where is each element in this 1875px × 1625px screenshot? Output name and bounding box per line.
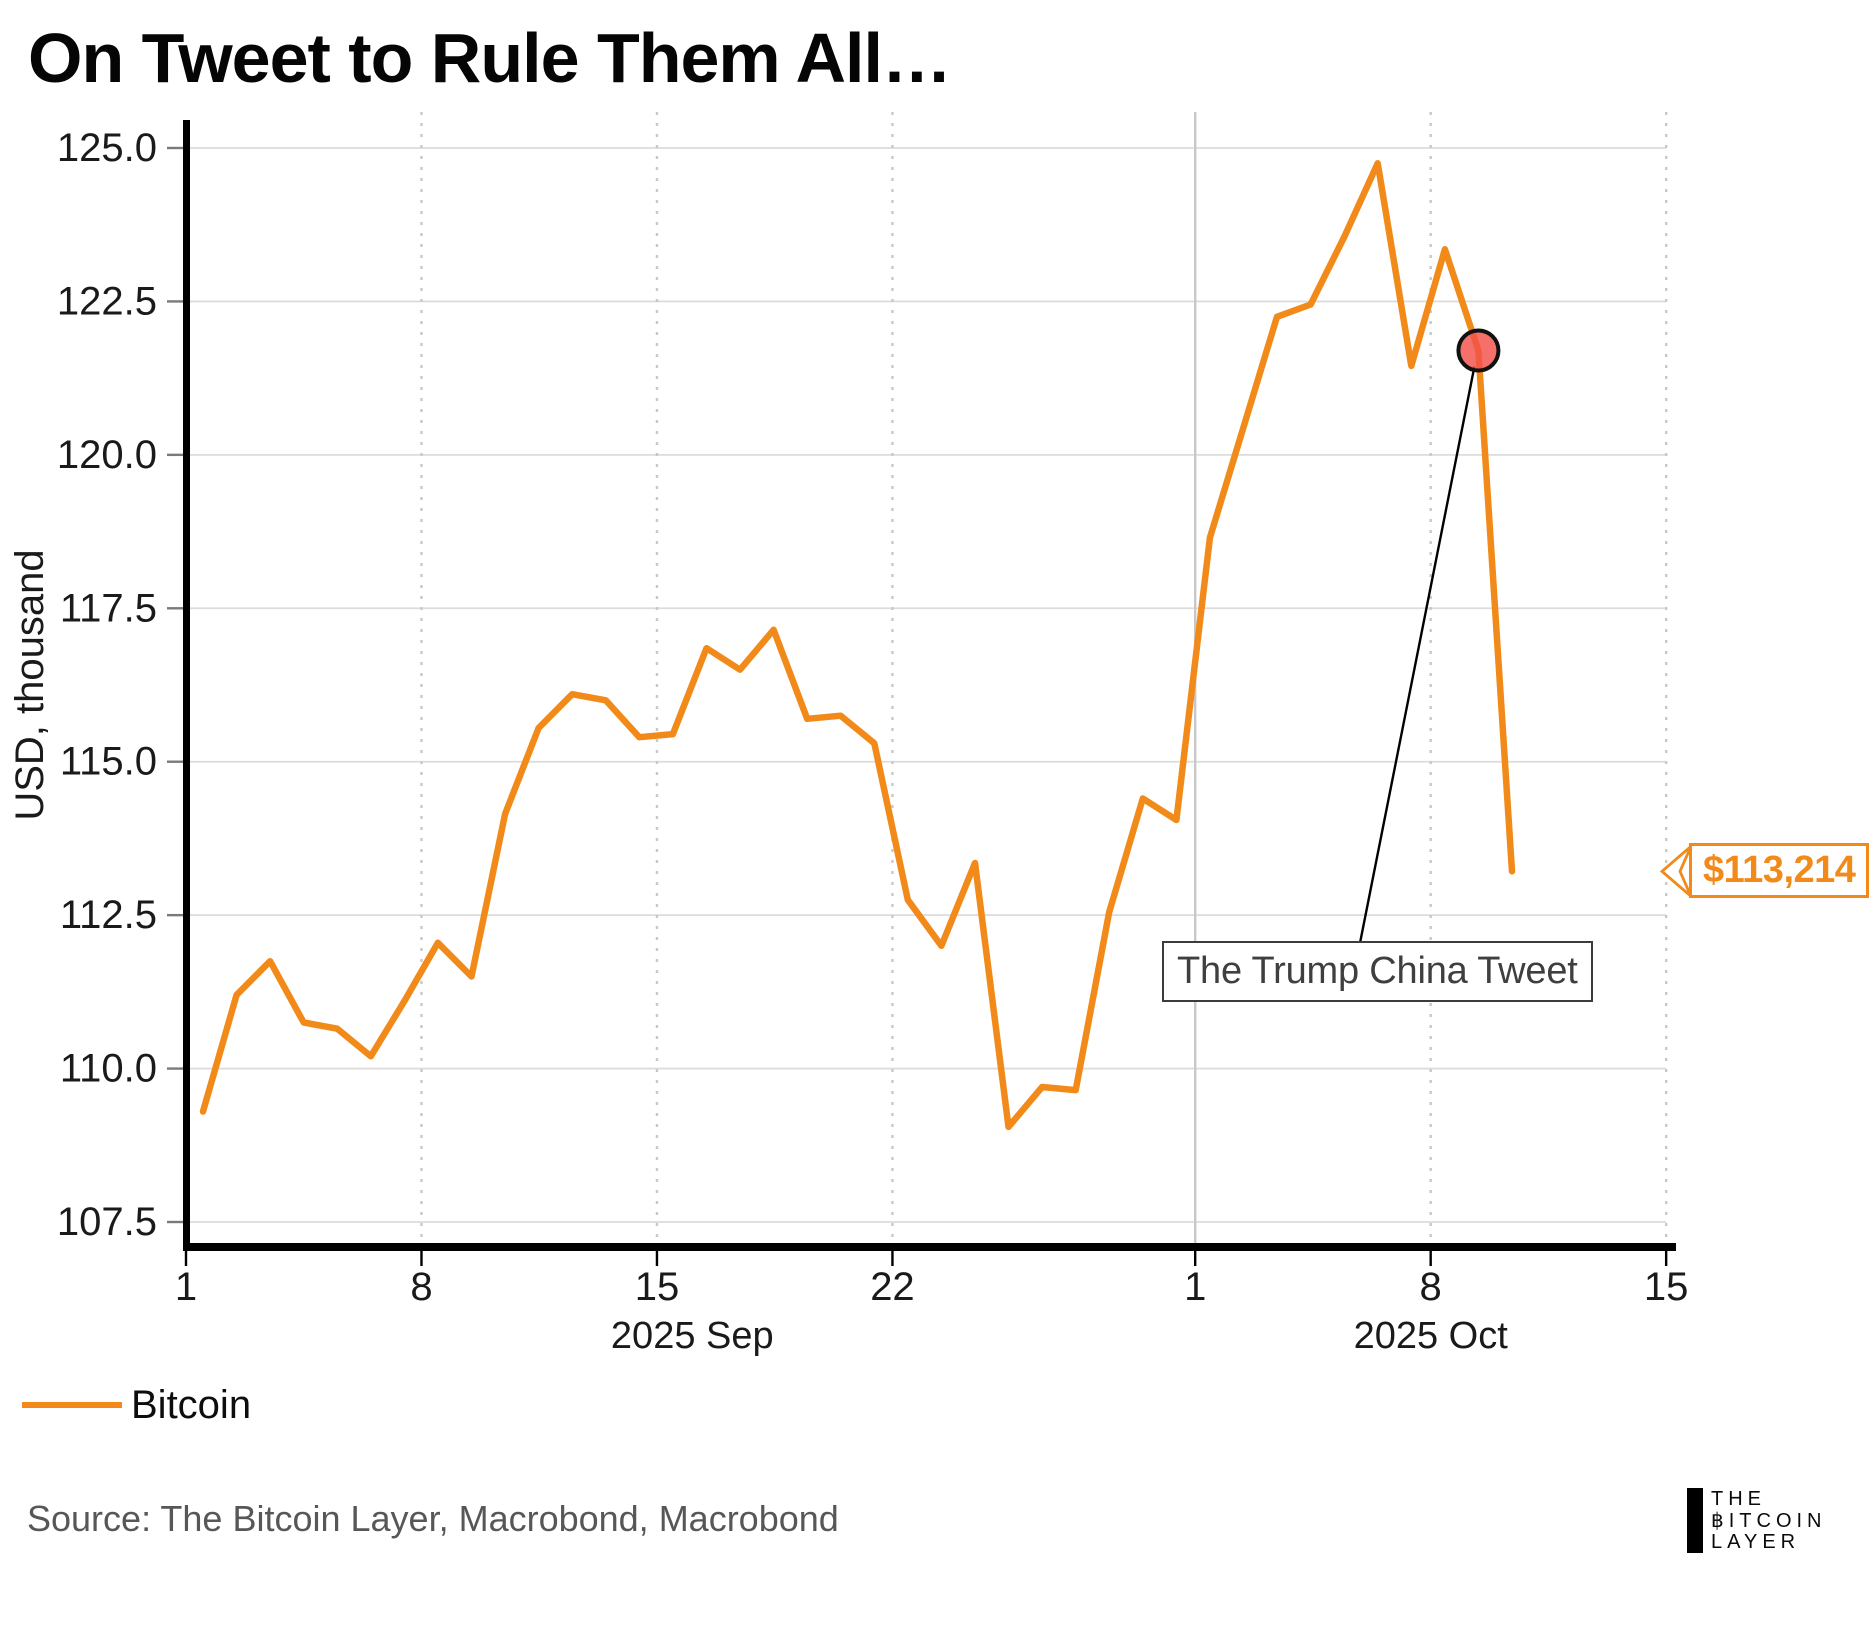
y-tick-label: 110.0 [60, 1047, 157, 1091]
x-tick-label: 1 [1184, 1265, 1206, 1309]
x-tick-label: 22 [870, 1265, 915, 1309]
logo-line-the: THE [1711, 1488, 1766, 1510]
x-tick-label: 15 [1644, 1265, 1689, 1309]
y-axis-title: USD, thousand [8, 549, 52, 820]
x-tick-label: 1 [175, 1265, 197, 1309]
y-tick-label: 112.5 [60, 893, 157, 937]
annotation-text: The Trump China Tweet [1177, 950, 1578, 992]
logo-line-bitcoin: ฿ITCOIN [1711, 1509, 1827, 1532]
bitcoin-line [199, 160, 1516, 1131]
logo-line-layer: LAYER [1711, 1531, 1801, 1553]
y-tick-label: 117.5 [60, 586, 157, 630]
source-text: Source: The Bitcoin Layer, Macrobond, Ma… [27, 1498, 839, 1539]
x-tick-label: 8 [1420, 1265, 1442, 1309]
y-tick-label: 122.5 [57, 279, 157, 323]
the-bitcoin-layer-logo: THE ฿ITCOIN LAYER [1687, 1488, 1827, 1554]
page-title: On Tweet to Rule Them All… [28, 19, 952, 97]
x-tick-label: 8 [410, 1265, 432, 1309]
annotation-box: The Trump China Tweet [1162, 941, 1593, 1002]
last-price-text: $113,214 [1703, 849, 1856, 891]
callout-arrow [1659, 845, 1693, 898]
y-tick-label: 115.0 [60, 740, 157, 784]
last-price-callout: $113,214 [1689, 843, 1870, 898]
legend: Bitcoin [22, 1382, 252, 1427]
logo-bar-icon [1687, 1488, 1703, 1553]
tweet-marker [1456, 328, 1501, 373]
annotation-connector [1358, 366, 1476, 944]
x-tick-label: 15 [635, 1265, 680, 1309]
legend-line-swatch [22, 1402, 122, 1408]
y-tick-label: 107.5 [57, 1200, 157, 1244]
x-month-label: 2025 Sep [611, 1315, 774, 1357]
y-tick-label: 125.0 [57, 126, 157, 170]
logo-text: THE ฿ITCOIN LAYER [1711, 1488, 1827, 1554]
legend-label-bitcoin: Bitcoin [131, 1382, 252, 1427]
x-month-label: 2025 Oct [1354, 1315, 1509, 1357]
y-tick-label: 120.0 [57, 433, 157, 477]
gridlines: 125.0 122.5 120.0 117.5 115.0 112.5 110.0 107.5 [57, 112, 1668, 1244]
